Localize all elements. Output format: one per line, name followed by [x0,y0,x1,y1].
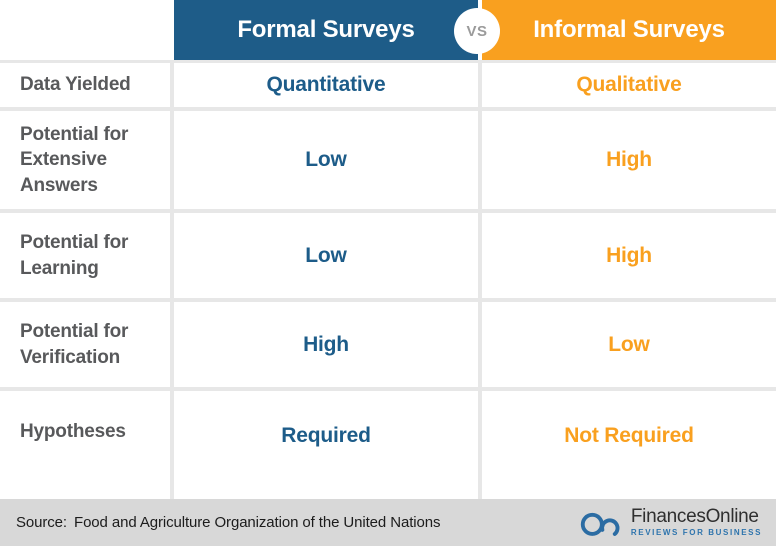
logo-text: FinancesOnline REVIEWS FOR BUSINESS [631,507,762,537]
source-text: Source: Food and Agriculture Organization… [16,514,440,531]
informal-value-learning: High [482,213,776,298]
footer-bar: Source: Food and Agriculture Organization… [0,499,776,546]
formal-value-hypotheses: Required [174,391,478,499]
formal-value-extensive-answers: Low [174,111,478,209]
table-header-row: Formal Surveys Informal Surveys VS [0,0,776,60]
formal-value-verification: High [174,302,478,387]
row-label-learning: Potential for Learning [0,213,170,298]
cloud-icon [579,507,623,539]
informal-value-hypotheses: Not Required [482,391,776,499]
comparison-table: Data Yielded Quantitative Qualitative Po… [0,60,776,499]
informal-value-verification: Low [482,302,776,387]
financesonline-logo: FinancesOnline REVIEWS FOR BUSINESS [579,507,762,539]
source-value: Food and Agriculture Organization of the… [74,514,441,531]
informal-value-data-yielded: Qualitative [482,63,776,107]
logo-name: FinancesOnline [630,506,759,528]
logo-tagline: REVIEWS FOR BUSINESS [630,528,762,538]
row-label-data-yielded: Data Yielded [0,63,170,107]
row-label-verification: Potential for Verification [0,302,170,387]
vs-badge: VS [454,8,500,54]
formal-value-data-yielded: Quantitative [174,63,478,107]
source-label: Source: [16,514,67,531]
row-label-hypotheses: Hypotheses [0,391,170,499]
informal-surveys-header: Informal Surveys [482,0,776,60]
informal-value-extensive-answers: High [482,111,776,209]
formal-value-learning: Low [174,213,478,298]
formal-surveys-header: Formal Surveys [174,0,478,60]
row-label-extensive-answers: Potential for Extensive Answers [0,111,170,209]
header-corner-cell [0,0,170,60]
